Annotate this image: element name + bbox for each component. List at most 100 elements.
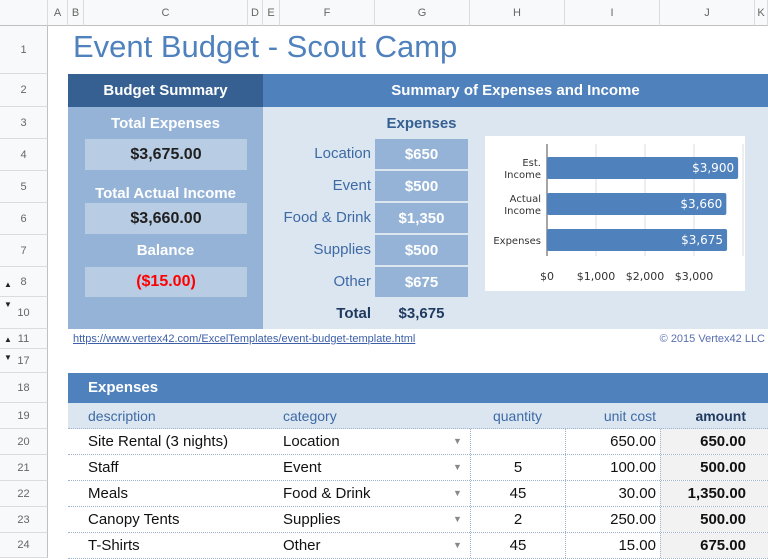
category-tick: Actual Income <box>504 194 541 217</box>
row-header[interactable]: 7 <box>0 235 48 267</box>
col-description: description <box>88 408 156 424</box>
unit-cost-cell[interactable]: 15.00 <box>565 533 656 558</box>
description-cell[interactable]: Canopy Tents <box>88 511 180 528</box>
quantity-cell[interactable]: 45 <box>470 481 565 506</box>
expand-rows-icon[interactable]: ▲ <box>4 335 12 344</box>
balance-label: Balance <box>136 242 195 259</box>
data-label: $3,660 <box>680 197 722 211</box>
row-header[interactable]: 6 <box>0 203 48 235</box>
total-value: $3,675 <box>398 305 445 322</box>
data-label: $3,675 <box>681 233 723 247</box>
table-row: Canopy Tents Supplies ▼ 2 250.00 500.00 <box>68 507 768 533</box>
column-header[interactable]: F <box>280 0 375 26</box>
row-header[interactable]: 4 <box>0 139 48 171</box>
row-header[interactable]: 19 <box>0 403 48 429</box>
expenses-table-title: Expenses <box>88 379 159 396</box>
table-row: Site Rental (3 nights) Location ▼ 650.00… <box>68 429 768 455</box>
category-tick: Expenses <box>493 236 541 247</box>
column-header[interactable]: E <box>263 0 280 26</box>
quantity-cell[interactable]: 5 <box>470 455 565 480</box>
row-header[interactable]: 2 <box>0 74 48 107</box>
corner-cell[interactable] <box>0 0 48 26</box>
column-header[interactable]: K <box>755 0 768 26</box>
row-header[interactable]: 11 <box>0 329 48 349</box>
dropdown-arrow-icon[interactable]: ▼ <box>453 488 462 498</box>
bar <box>547 193 727 215</box>
dropdown-arrow-icon[interactable]: ▼ <box>453 462 462 472</box>
x-tick: $3,000 <box>675 270 714 283</box>
table-row: T-Shirts Other ▼ 45 15.00 675.00 <box>68 533 768 559</box>
category-cell[interactable]: Other <box>283 537 321 554</box>
total-income-value: $3,660.00 <box>85 203 247 234</box>
category-label: Location <box>314 145 371 162</box>
col-unit-cost: unit cost <box>603 408 656 424</box>
template-link[interactable]: https://www.vertex42.com/ExcelTemplates/… <box>73 333 416 345</box>
row-header[interactable]: 1 <box>0 26 48 74</box>
category-cell[interactable]: Location <box>283 433 340 450</box>
row-header[interactable]: 8 <box>0 267 48 297</box>
description-cell[interactable]: T-Shirts <box>88 537 140 554</box>
category-cell[interactable]: Supplies <box>283 511 341 528</box>
category-label: Event <box>332 177 371 194</box>
x-tick: $2,000 <box>626 270 665 283</box>
row-header[interactable]: 3 <box>0 107 48 139</box>
copyright: © 2015 Vertex42 LLC <box>659 333 765 345</box>
row-header[interactable]: 20 <box>0 429 48 455</box>
category-tick: Est. Income <box>504 158 541 181</box>
expenses-table-header: Expenses <box>68 373 768 403</box>
row-header[interactable]: 24 <box>0 533 48 558</box>
column-header[interactable]: C <box>84 0 248 26</box>
summary-header: Summary of Expenses and Income <box>263 74 768 107</box>
column-header[interactable]: A <box>48 0 68 26</box>
col-amount: amount <box>695 408 746 424</box>
amount-cell: 500.00 <box>660 455 768 480</box>
row-header[interactable]: 17 <box>0 349 48 373</box>
total-expenses-value: $3,675.00 <box>85 139 247 170</box>
unit-cost-cell[interactable]: 30.00 <box>565 481 656 506</box>
quantity-cell[interactable]: 45 <box>470 533 565 558</box>
expand-rows-icon[interactable]: ▲ <box>4 280 12 289</box>
collapse-rows-icon[interactable]: ▼ <box>4 353 12 362</box>
column-header[interactable]: D <box>248 0 263 26</box>
income-expense-chart: $3,900 Est. Income $3,660 Actual Income $3,675… <box>485 136 745 291</box>
dropdown-arrow-icon[interactable]: ▼ <box>453 436 462 446</box>
dropdown-arrow-icon[interactable]: ▼ <box>453 540 462 550</box>
balance-value: ($15.00) <box>85 267 247 297</box>
quantity-cell[interactable] <box>470 429 565 454</box>
category-cell[interactable]: Event <box>283 459 322 476</box>
column-header[interactable]: J <box>660 0 755 26</box>
total-expenses-label: Total Expenses <box>111 115 220 132</box>
column-header[interactable]: I <box>565 0 660 26</box>
unit-cost-cell[interactable]: 650.00 <box>565 429 656 454</box>
unit-cost-cell[interactable]: 100.00 <box>565 455 656 480</box>
bar <box>547 229 728 251</box>
collapse-rows-icon[interactable]: ▼ <box>4 300 12 309</box>
category-cell[interactable]: Food & Drink <box>283 485 371 502</box>
description-cell[interactable]: Meals <box>88 485 129 502</box>
description-cell[interactable]: Staff <box>88 459 119 476</box>
category-value: $500 <box>375 171 468 201</box>
column-header[interactable]: H <box>470 0 565 26</box>
amount-cell: 650.00 <box>660 429 768 454</box>
unit-cost-cell[interactable]: 250.00 <box>565 507 656 532</box>
amount-cell: 1,350.00 <box>660 481 768 506</box>
column-header[interactable]: G <box>375 0 470 26</box>
category-label: Supplies <box>313 241 371 258</box>
row-header[interactable]: 5 <box>0 171 48 203</box>
column-header[interactable]: B <box>68 0 84 26</box>
row-header[interactable]: 22 <box>0 481 48 507</box>
dropdown-arrow-icon[interactable]: ▼ <box>453 514 462 524</box>
table-row: Staff Event ▼ 5 100.00 500.00 <box>68 455 768 481</box>
total-label: Total <box>336 305 371 322</box>
row-header[interactable]: 21 <box>0 455 48 481</box>
amount-cell: 675.00 <box>660 533 768 558</box>
row-header[interactable]: 23 <box>0 507 48 533</box>
description-cell[interactable]: Site Rental (3 nights) <box>88 433 229 450</box>
category-value: $500 <box>375 235 468 265</box>
data-label: $3,900 <box>692 161 734 175</box>
bar <box>547 157 739 179</box>
quantity-cell[interactable]: 2 <box>470 507 565 532</box>
row-header[interactable]: 10 <box>0 297 48 329</box>
row-header[interactable]: 18 <box>0 373 48 403</box>
category-label: Food & Drink <box>283 209 371 226</box>
